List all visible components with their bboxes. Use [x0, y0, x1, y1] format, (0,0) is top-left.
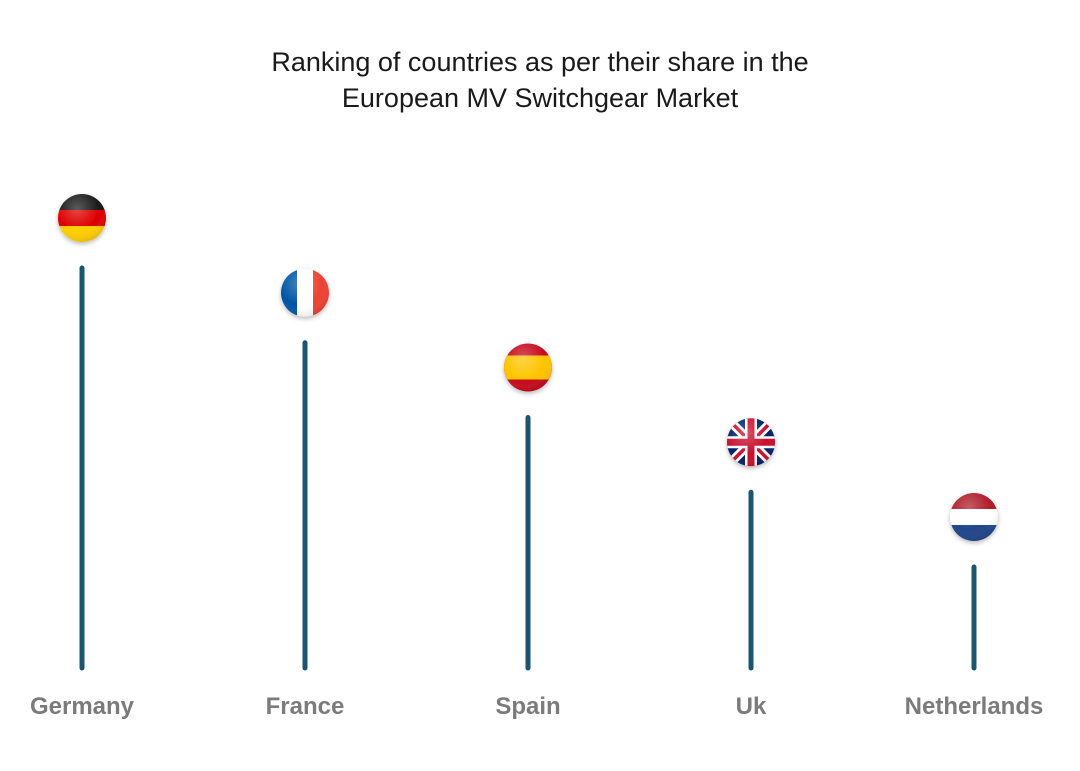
france-flag-icon [281, 268, 329, 317]
uk-flag-icon [727, 418, 775, 467]
stems-group [79, 265, 977, 671]
chart-title: Ranking of countries as per their share … [0, 44, 1080, 116]
chart-title-line-1: Ranking of countries as per their share … [271, 47, 809, 77]
category-label-netherlands: Netherlands [905, 693, 1044, 720]
category-label-uk: Uk [736, 693, 767, 720]
category-labels-group: Germany France Spain Uk Netherlands [30, 693, 1043, 720]
flags-group [58, 194, 998, 541]
spain-flag-icon [504, 343, 552, 392]
category-label-france: France [266, 693, 345, 720]
netherlands-flag-icon [950, 493, 998, 541]
germany-flag-icon [58, 194, 106, 242]
category-label-germany: Germany [30, 693, 135, 720]
category-label-spain: Spain [495, 693, 560, 720]
chart-title-line-2: European MV Switchgear Market [341, 83, 739, 113]
